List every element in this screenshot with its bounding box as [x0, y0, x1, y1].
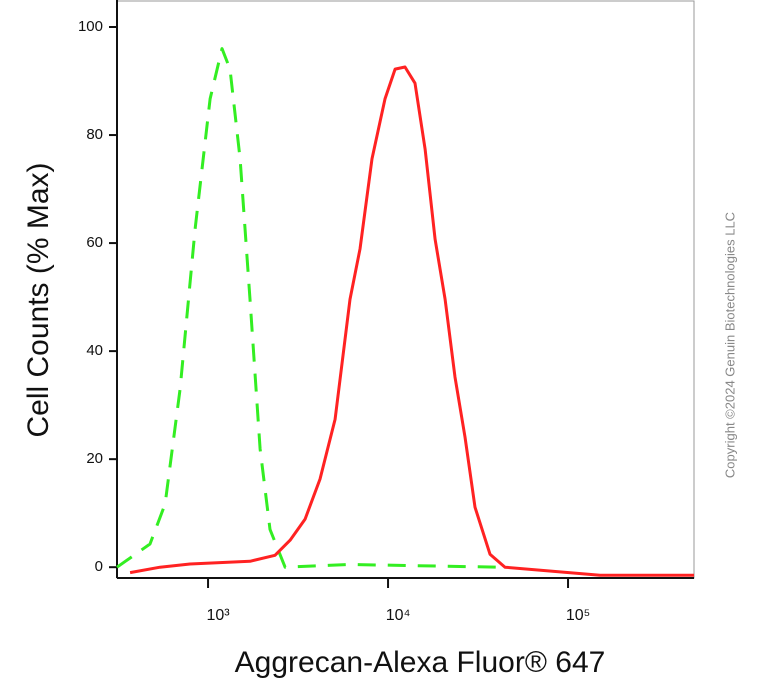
series-line	[116, 47, 501, 569]
copyright: Copyright ©2024 Genuin Biotechnologies L…	[722, 212, 737, 478]
plot-frame	[116, 0, 695, 579]
y-tick-label: 100	[78, 18, 103, 35]
y-tick-label: 0	[95, 558, 103, 575]
y-axis-label: Cell Counts (% Max)	[22, 162, 55, 437]
x-tick-label: 10⁴	[386, 607, 411, 624]
x-tick-label: 10³	[206, 607, 230, 624]
y-tick-label: 40	[86, 342, 103, 359]
y-tick-label: 20	[86, 450, 103, 467]
y-tick-label: 60	[86, 234, 103, 251]
series-line	[129, 65, 694, 577]
x-tick-label: 10⁵	[566, 607, 590, 624]
y-tick-label: 80	[86, 126, 103, 143]
x-axis-label: Aggrecan-Alexa Fluor® 647	[235, 646, 606, 679]
